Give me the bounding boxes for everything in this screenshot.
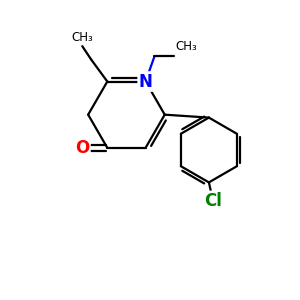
Text: CH₃: CH₃	[71, 31, 93, 44]
Text: O: O	[75, 139, 89, 157]
Text: CH₃: CH₃	[175, 40, 197, 53]
Text: Cl: Cl	[204, 192, 222, 210]
Text: N: N	[139, 73, 152, 91]
